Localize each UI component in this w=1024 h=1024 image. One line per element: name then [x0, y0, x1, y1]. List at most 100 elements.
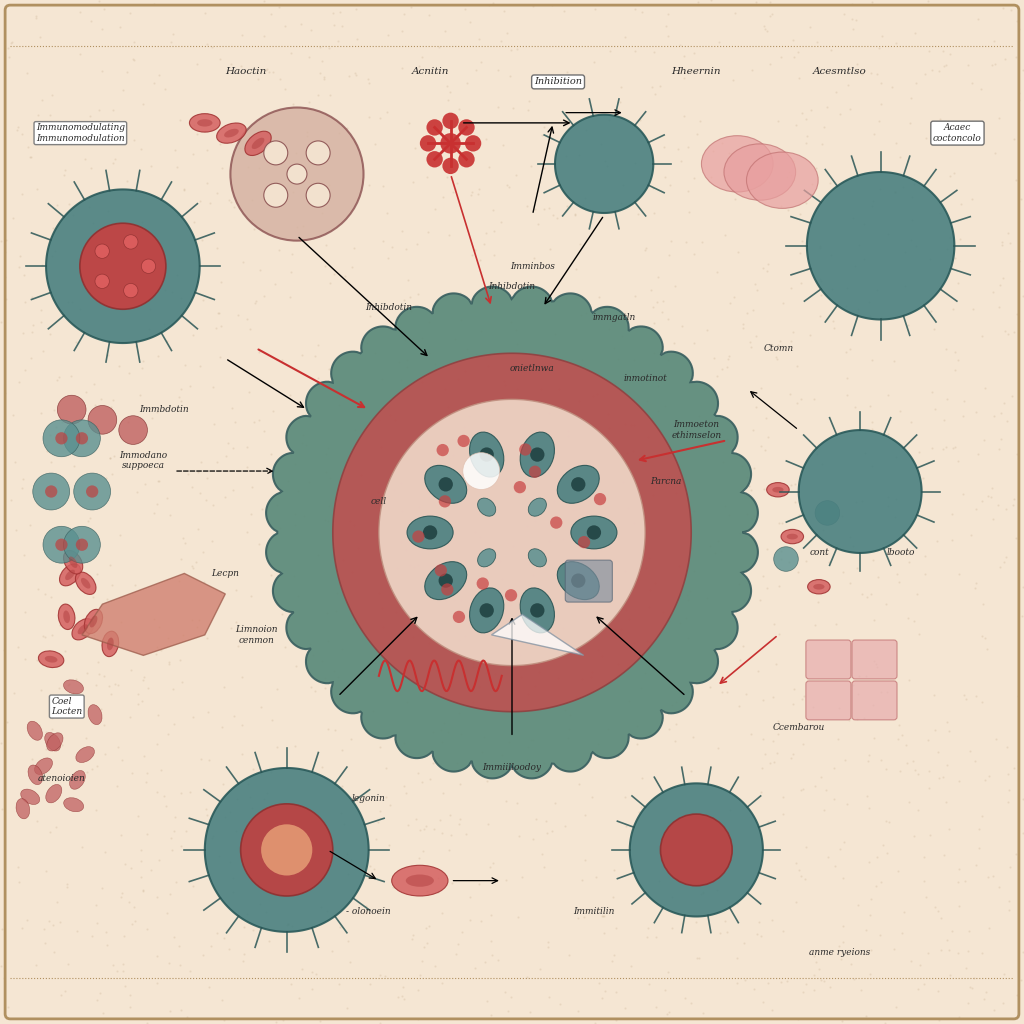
Point [322, 470, 338, 486]
Point [939, 757, 955, 773]
Point [110, 963, 126, 979]
Point [322, 87, 338, 103]
Point [305, 647, 322, 664]
Point [146, 505, 163, 521]
Point [380, 250, 396, 266]
Point [212, 50, 228, 67]
Point [288, 657, 304, 674]
Ellipse shape [470, 432, 504, 477]
Point [933, 910, 949, 927]
Point [898, 736, 914, 753]
Point [411, 981, 427, 997]
Point [987, 731, 1004, 748]
Point [454, 924, 470, 940]
Point [944, 923, 961, 939]
Point [888, 492, 904, 508]
Point [382, 797, 398, 813]
Point [790, 564, 806, 581]
Point [125, 51, 141, 68]
Point [901, 794, 918, 810]
Point [144, 229, 161, 246]
Point [480, 159, 497, 175]
Point [660, 310, 677, 327]
Point [38, 724, 54, 740]
Point [961, 132, 977, 148]
Point [612, 94, 629, 111]
Point [691, 855, 708, 871]
Point [520, 101, 537, 118]
Point [194, 455, 210, 471]
Point [956, 686, 973, 702]
Point [431, 39, 447, 55]
Point [974, 493, 990, 509]
Point [629, 718, 645, 734]
Point [750, 663, 766, 679]
Point [667, 279, 683, 295]
Point [212, 566, 228, 583]
Point [317, 464, 334, 480]
Point [480, 662, 497, 678]
Point [340, 933, 356, 949]
Point [571, 236, 588, 252]
Point [36, 586, 52, 602]
Circle shape [530, 447, 545, 462]
Point [191, 357, 208, 374]
Point [921, 780, 937, 797]
Point [1015, 61, 1024, 78]
Point [228, 822, 245, 839]
Point [471, 180, 487, 197]
Circle shape [528, 466, 541, 478]
Point [30, 581, 46, 597]
Point [204, 39, 220, 55]
Point [338, 999, 354, 1016]
Point [560, 116, 577, 132]
Point [88, 897, 104, 913]
Circle shape [43, 420, 80, 457]
Point [295, 427, 311, 443]
Point [443, 874, 460, 891]
Point [968, 403, 984, 420]
Point [471, 623, 487, 639]
Point [892, 148, 908, 165]
Point [955, 393, 972, 410]
Point [424, 563, 440, 580]
Ellipse shape [746, 153, 818, 209]
Point [440, 842, 457, 858]
Circle shape [55, 432, 68, 444]
Point [603, 952, 620, 969]
Point [578, 190, 594, 207]
Point [916, 548, 933, 564]
Point [232, 57, 249, 74]
Point [721, 144, 737, 161]
Point [303, 981, 319, 997]
Point [599, 158, 615, 174]
Point [372, 739, 388, 756]
Point [686, 246, 702, 262]
Point [752, 913, 768, 930]
Text: anme ryeions: anme ryeions [809, 948, 870, 956]
Point [395, 292, 412, 308]
Point [1006, 131, 1022, 147]
Point [33, 314, 49, 331]
Point [909, 586, 926, 602]
Point [113, 18, 129, 35]
Point [280, 915, 296, 932]
Point [300, 410, 316, 426]
Text: Immitilin: Immitilin [573, 907, 614, 915]
Point [1006, 324, 1022, 340]
Point [698, 322, 715, 338]
Point [373, 439, 389, 456]
Point [357, 898, 374, 914]
Point [861, 294, 878, 310]
Point [994, 234, 1011, 251]
Point [251, 344, 267, 360]
Point [945, 439, 962, 456]
Point [171, 956, 187, 973]
Point [979, 487, 995, 504]
Point [139, 765, 156, 781]
Point [873, 308, 890, 325]
Point [213, 273, 229, 290]
Point [90, 666, 106, 682]
Point [985, 511, 1001, 527]
Point [953, 117, 970, 133]
